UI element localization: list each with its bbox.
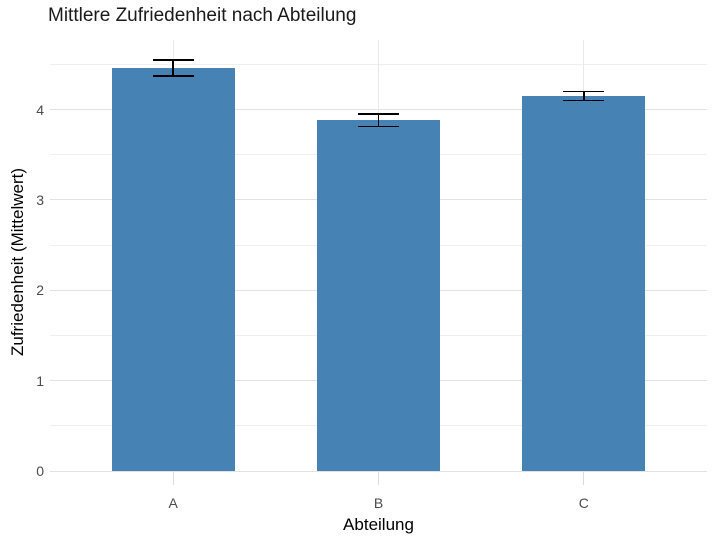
x-axis-tick (172, 472, 174, 485)
error-bar-stem (172, 59, 174, 77)
x-tick-label: A (168, 495, 178, 511)
x-tick-label: B (373, 495, 384, 511)
error-bar-cap-top (152, 59, 194, 61)
x-axis-title: Abteilung (343, 515, 414, 534)
error-bar-cap-bottom (563, 99, 605, 102)
bar (316, 120, 441, 471)
error-bar-cap-top (563, 90, 605, 93)
error-bar-stem (377, 114, 380, 127)
y-tick-label: 4 (36, 101, 44, 118)
y-tick-label: 2 (36, 282, 44, 299)
error-bar-cap-top (357, 113, 400, 115)
x-axis-tick (583, 472, 585, 485)
bar (522, 96, 646, 471)
error-bar-cap-bottom (152, 75, 194, 77)
x-tick-label: C (578, 495, 589, 511)
y-tick-label: 0 (36, 463, 44, 479)
bar (111, 68, 235, 471)
error-bar-stem (583, 91, 585, 101)
chart-title: Mittlere Zufriedenheit nach Abteilung (48, 5, 357, 26)
y-tick-label: 1 (36, 372, 44, 389)
y-tick-label: 3 (36, 191, 44, 208)
error-bar-cap-bottom (357, 125, 400, 128)
gridline-major (50, 470, 707, 472)
x-axis-tick (378, 472, 379, 485)
